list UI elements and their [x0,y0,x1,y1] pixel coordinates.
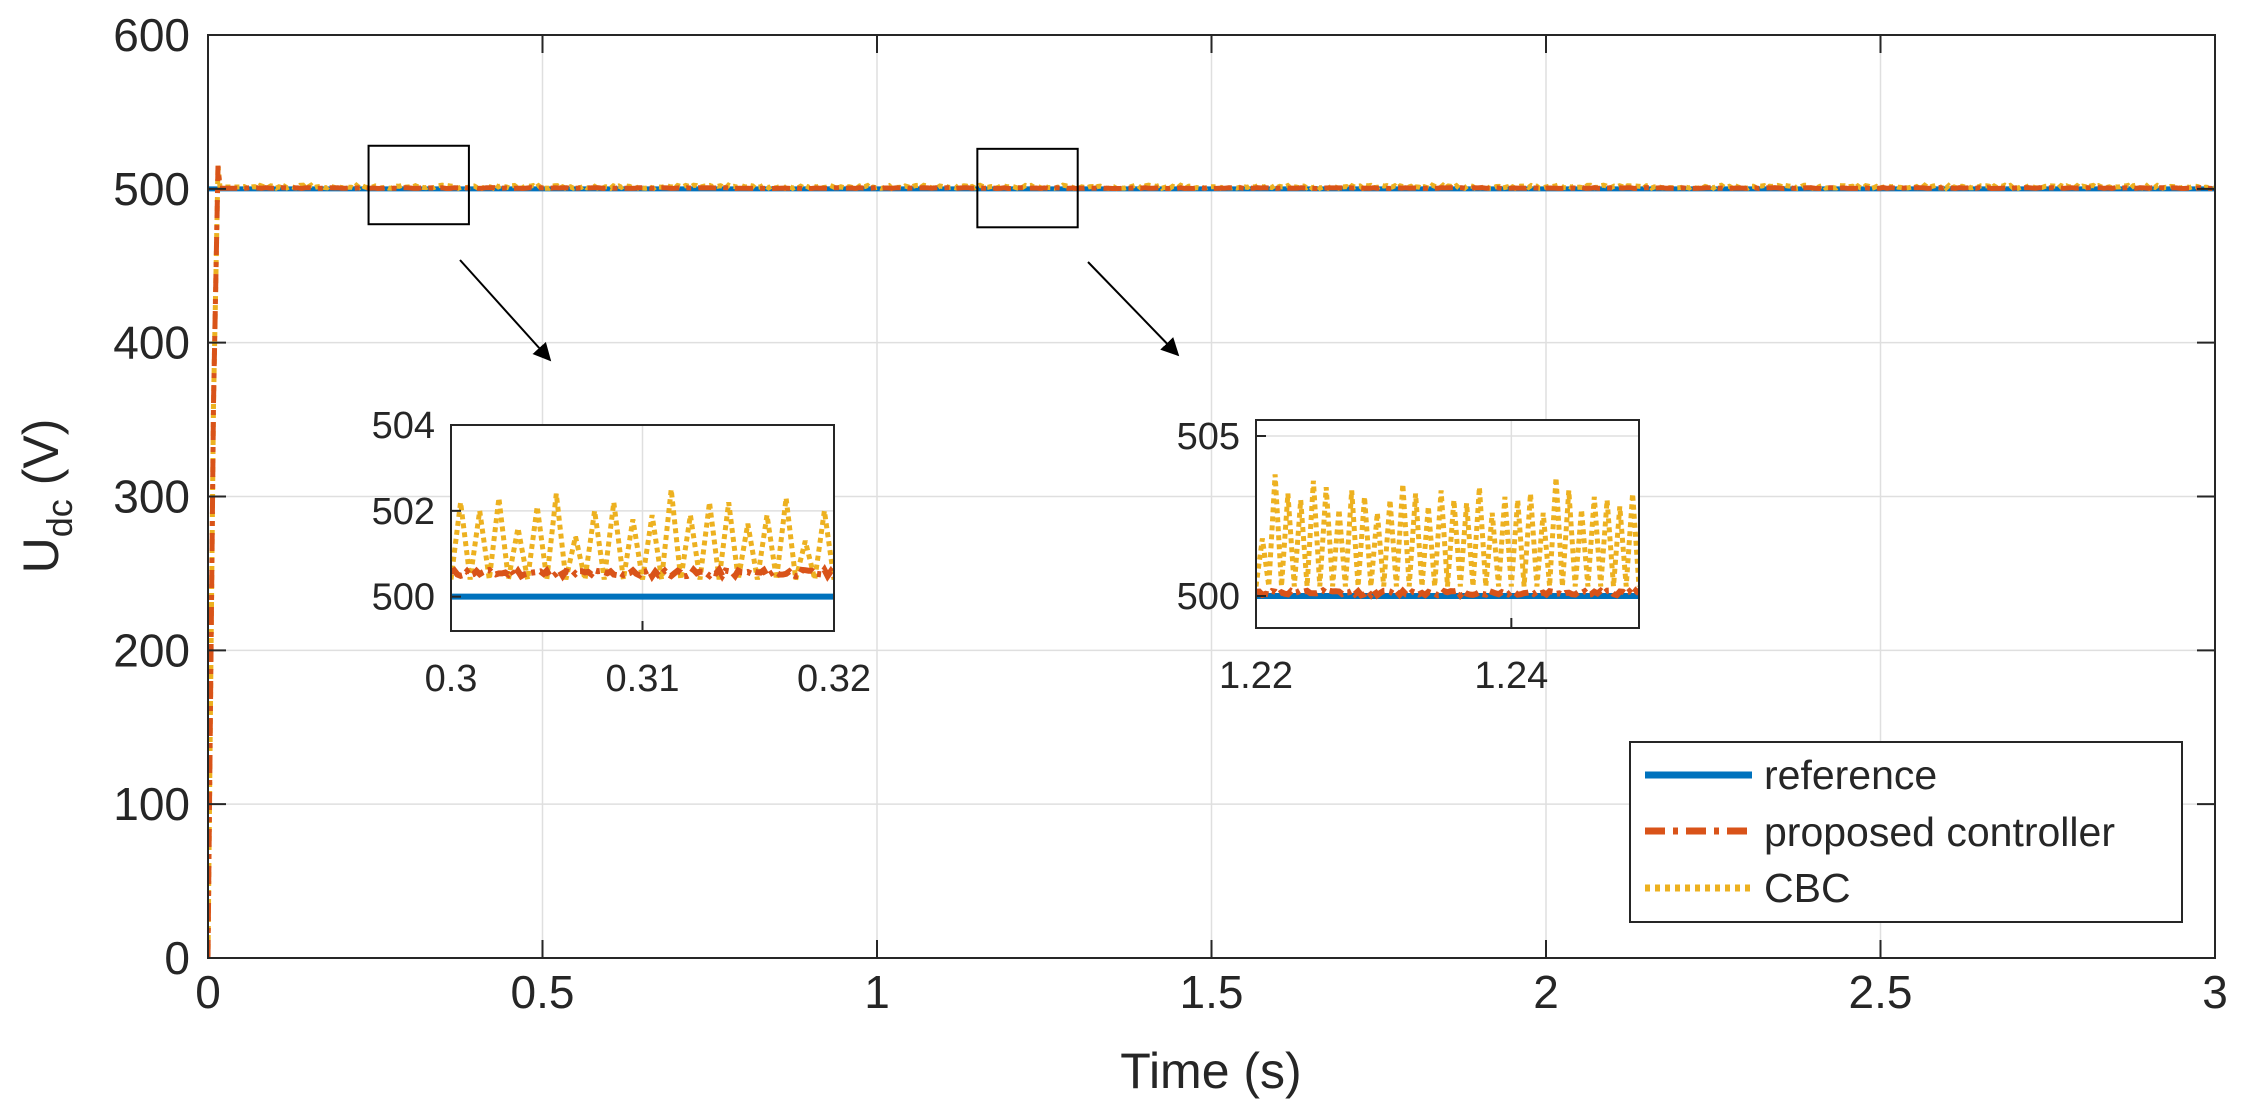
y-axis-label-unit: (V) [13,419,69,500]
y-axis-label-subscript: dc [39,499,80,537]
x-tick-label: 1 [864,966,890,1018]
legend-label-proposed: proposed controller [1764,809,2115,855]
inset-series [451,489,834,600]
inset-x-tick-label: 0.31 [606,658,680,700]
y-tick-label: 100 [113,778,190,830]
inset-y-tick-label: 500 [372,577,435,619]
inset-x-tick-label: 0.32 [797,658,871,700]
inset-proposed-line [1256,585,1639,601]
inset-frame [1255,419,1640,629]
legend: reference proposed controller CBC [1629,741,2183,923]
y-tick-labels: 0 100 200 300 400 500 600 [113,9,190,984]
inset-cbc-line [1256,474,1639,587]
inset-1: 0.3 0.31 0.32 500 502 504 [372,405,871,700]
x-tick-label: 3 [2202,966,2228,1018]
series-proposed-line [208,165,2213,958]
inset-series [1256,474,1639,601]
main-series [208,165,2215,958]
legend-label-cbc: CBC [1764,865,1851,911]
zoom-arrow-2 [1087,261,1180,357]
inset-x-tick-label: 1.24 [1474,655,1548,697]
zoom-box-1 [367,144,470,226]
x-tick-label: 1.5 [1180,966,1244,1018]
y-tick-label: 400 [113,317,190,369]
x-axis-label: Time (s) [1120,1043,1301,1099]
zoom-arrow-1 [459,259,552,362]
x-tick-labels: 0 0.5 1 1.5 2 2.5 3 [195,966,2228,1018]
inset-cbc-line [451,489,834,581]
x-tick-label: 2.5 [1849,966,1913,1018]
y-axis-label-main: U [13,537,69,573]
inset-y-tick-label: 505 [1177,416,1240,458]
zoom-box-2 [976,147,1079,229]
axis-ticks [207,34,2216,959]
y-tick-label: 600 [113,9,190,61]
inset-proposed-line [451,563,834,583]
legend-label-reference: reference [1764,752,1937,798]
inset-y-tick-label: 504 [372,405,435,447]
y-tick-label: 300 [113,471,190,523]
inset-y-tick-label: 502 [372,491,435,533]
inset-2: 1.22 1.24 500 505 [1177,416,1640,697]
zoom-indicators [367,144,1079,229]
inset-x-tick-label: 0.3 [425,658,478,700]
inset-x-tick-label: 1.22 [1219,655,1293,697]
x-tick-label: 0 [195,966,221,1018]
y-tick-label: 0 [164,932,190,984]
y-axis-label: Udc (V) [13,419,80,574]
x-tick-label: 2 [1533,966,1559,1018]
y-tick-label: 200 [113,624,190,676]
y-tick-label: 500 [113,163,190,215]
x-tick-label: 0.5 [511,966,575,1018]
inset-y-tick-label: 500 [1177,576,1240,618]
